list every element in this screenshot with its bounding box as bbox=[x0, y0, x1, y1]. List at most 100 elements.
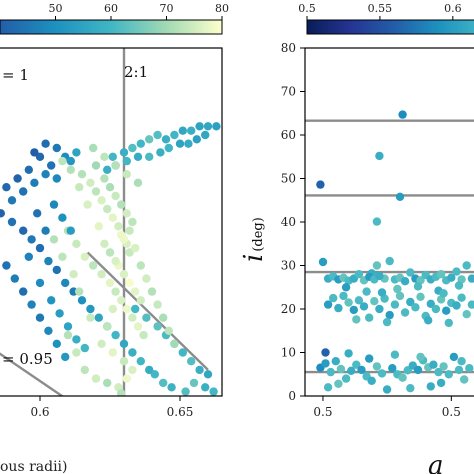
left-scatter-point bbox=[159, 378, 168, 388]
right-colorbar-gradient bbox=[306, 19, 474, 35]
left-scatter-point bbox=[19, 187, 28, 196]
right-scatter-point bbox=[426, 382, 435, 391]
right-colorbar-ticks: 0.5 0.55 0.6 bbox=[298, 2, 462, 20]
left-scatter-point bbox=[147, 287, 157, 296]
left-scatter-point bbox=[111, 191, 120, 201]
left-scatter-point bbox=[7, 196, 17, 205]
left-scatter-point bbox=[119, 339, 129, 348]
right-scatter-point bbox=[326, 367, 335, 377]
right-x-ticks: 0.5 0.5 bbox=[313, 396, 461, 419]
right-scatter-point bbox=[467, 274, 474, 283]
left-scatter-point bbox=[75, 287, 84, 296]
right-scatter-point bbox=[400, 308, 410, 317]
right-scatter-point bbox=[426, 299, 435, 308]
right-scatter-point bbox=[344, 349, 353, 358]
right-y-tick-label: 0 bbox=[288, 389, 296, 403]
right-scatter-point bbox=[436, 378, 446, 388]
left-scatter-point bbox=[52, 143, 61, 153]
left-scatter-point bbox=[58, 252, 67, 261]
left-scatter-point bbox=[122, 156, 131, 166]
left-scatter-point bbox=[187, 126, 196, 135]
left-scatter-point bbox=[41, 139, 50, 148]
right-scatter-point bbox=[354, 296, 364, 305]
right-y-tick-label: 70 bbox=[281, 85, 296, 99]
left-scatter-point bbox=[128, 143, 137, 153]
right-scatter-point bbox=[390, 350, 400, 359]
left-scatter-point bbox=[86, 313, 95, 322]
right-y-tick-label: 60 bbox=[281, 128, 296, 142]
left-scatter-point bbox=[103, 204, 112, 214]
right-scatter-point bbox=[329, 293, 338, 303]
left-scatter-point bbox=[66, 165, 76, 174]
left-scatter-point bbox=[119, 270, 129, 279]
left-scatter-point bbox=[203, 370, 213, 379]
left-scatter-point bbox=[187, 357, 196, 366]
left-colorbar-tick-label: 50 bbox=[49, 2, 63, 15]
left-scatter-point bbox=[153, 322, 162, 331]
left-scatter-point bbox=[49, 200, 59, 209]
right-scatter-point bbox=[321, 359, 330, 368]
left-scatter-point bbox=[27, 300, 36, 309]
right-scatter-point bbox=[385, 310, 394, 320]
left-scatter-point bbox=[136, 357, 145, 366]
left-scatter-point bbox=[153, 300, 162, 309]
right-scatter-point bbox=[429, 360, 438, 369]
left-scatter-point bbox=[47, 296, 56, 305]
left-scatter-point bbox=[80, 343, 90, 353]
left-scatter-point bbox=[77, 296, 87, 305]
right-y-tick-label: 40 bbox=[281, 215, 296, 229]
right-scatter-point bbox=[357, 365, 366, 375]
right-scatter-point bbox=[382, 385, 392, 394]
left-scatter-point bbox=[41, 170, 50, 179]
right-scatter-point bbox=[452, 267, 461, 276]
right-scatter-point bbox=[454, 365, 464, 375]
right-scatter-point bbox=[413, 365, 423, 375]
left-scatter-point bbox=[167, 383, 176, 392]
right-y-tick-label: 80 bbox=[281, 41, 296, 55]
left-scatter-point bbox=[105, 183, 115, 192]
left-x-tick-label: 0.65 bbox=[167, 405, 194, 419]
left-scatter-point bbox=[111, 287, 120, 296]
right-scatter-point bbox=[375, 151, 384, 161]
left-scatter-point bbox=[35, 313, 45, 322]
left-scatter-point bbox=[89, 261, 98, 270]
left-scatter-point bbox=[89, 143, 98, 153]
left-x-tick-label: 0.6 bbox=[30, 405, 49, 419]
left-scatter-point bbox=[103, 322, 112, 331]
right-scatter-point bbox=[339, 291, 348, 301]
left-scatter-point bbox=[161, 135, 171, 144]
right-scatter-point bbox=[372, 217, 382, 226]
right-scatter-point bbox=[439, 289, 448, 298]
left-scatter-point bbox=[111, 256, 120, 266]
left-scatter-point bbox=[170, 130, 179, 140]
right-scatter-point bbox=[334, 303, 343, 313]
left-scatter-point bbox=[125, 226, 134, 235]
right-scatter-point bbox=[395, 192, 405, 201]
right-scatter-point bbox=[411, 303, 420, 312]
right-y-axis-unit: (deg) bbox=[251, 217, 266, 251]
right-scatter-point bbox=[416, 292, 425, 301]
left-scatter-point bbox=[145, 135, 154, 144]
left-scatter-point bbox=[153, 130, 162, 140]
right-scatter-point bbox=[372, 362, 382, 371]
right-scatter-point bbox=[323, 300, 333, 309]
left-scatter-point bbox=[178, 348, 187, 357]
left-colorbar-tick-label: 80 bbox=[215, 2, 229, 15]
right-scatter-point bbox=[390, 300, 400, 309]
left-scatter-point bbox=[122, 374, 131, 383]
left-scatter-point bbox=[125, 278, 134, 288]
right-scatter-point bbox=[467, 300, 474, 309]
left-panel: 0.6 0.65 = 1 2:1 = 0.95 ous radii) bbox=[0, 47, 223, 474]
right-scatter-point bbox=[375, 271, 384, 281]
right-y-axis-label: i (deg) bbox=[239, 217, 269, 262]
right-scatter-point bbox=[370, 297, 379, 306]
left-scatter-point bbox=[55, 309, 64, 318]
right-scatter-point bbox=[377, 288, 387, 297]
right-scatter-point bbox=[444, 318, 453, 328]
left-scatter-point bbox=[175, 139, 185, 148]
left-scatter-point bbox=[97, 270, 106, 279]
left-scatter-point bbox=[66, 156, 76, 166]
right-scatter-point bbox=[318, 257, 328, 267]
left-scatter-point bbox=[150, 370, 159, 379]
left-scatter-point bbox=[52, 339, 61, 348]
